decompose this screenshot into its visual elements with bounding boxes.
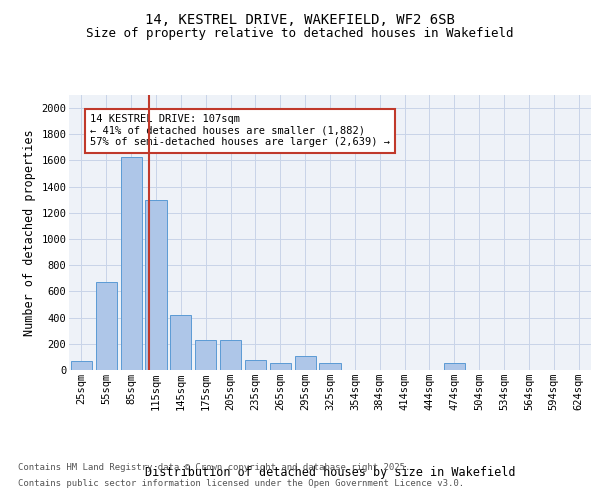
Text: Size of property relative to detached houses in Wakefield: Size of property relative to detached ho… — [86, 28, 514, 40]
Bar — [96, 282, 117, 370]
Text: 14, KESTREL DRIVE, WAKEFIELD, WF2 6SB: 14, KESTREL DRIVE, WAKEFIELD, WF2 6SB — [145, 12, 455, 26]
Bar — [295, 356, 316, 370]
Bar — [220, 340, 241, 370]
Bar — [195, 340, 216, 370]
Text: Contains public sector information licensed under the Open Government Licence v3: Contains public sector information licen… — [18, 478, 464, 488]
Bar — [444, 363, 465, 370]
Bar — [170, 315, 191, 370]
Bar — [121, 156, 142, 370]
Bar — [145, 200, 167, 370]
Bar — [270, 363, 291, 370]
Bar — [71, 362, 92, 370]
X-axis label: Distribution of detached houses by size in Wakefield: Distribution of detached houses by size … — [145, 466, 515, 479]
Y-axis label: Number of detached properties: Number of detached properties — [23, 129, 35, 336]
Text: 14 KESTREL DRIVE: 107sqm
← 41% of detached houses are smaller (1,882)
57% of sem: 14 KESTREL DRIVE: 107sqm ← 41% of detach… — [90, 114, 390, 148]
Bar — [245, 360, 266, 370]
Text: Contains HM Land Registry data © Crown copyright and database right 2025.: Contains HM Land Registry data © Crown c… — [18, 464, 410, 472]
Bar — [319, 363, 341, 370]
